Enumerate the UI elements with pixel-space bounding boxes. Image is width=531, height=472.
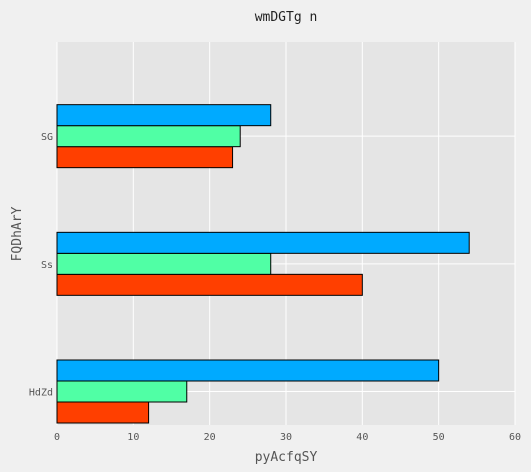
x-tick-label: 10	[127, 432, 139, 443]
bar-SG-series-3	[56, 104, 272, 127]
y-tick-label: Ss	[41, 260, 53, 271]
x-tick-label: 50	[433, 432, 445, 443]
bar-Ss-series-2	[56, 252, 272, 275]
bar-HdZd-series-2	[56, 380, 188, 403]
chart-title: wmDGTg n	[255, 10, 318, 25]
bar-Ss-series-1	[56, 273, 363, 296]
x-tick-label: 40	[356, 432, 368, 443]
x-tick-label: 20	[204, 432, 216, 443]
y-tick-label: SG	[41, 132, 53, 143]
x-tick-label: 60	[509, 432, 521, 443]
bar-HdZd-series-1	[56, 401, 150, 424]
bar-SG-series-2	[56, 125, 241, 148]
x-tick-layer: 0 10 20 30 40 50 60	[54, 432, 521, 443]
y-axis-label: FQDhArY	[10, 206, 25, 261]
bar-Ss-series-3	[56, 231, 470, 254]
x-tick-label: 30	[280, 432, 292, 443]
y-tick-label: HdZd	[29, 388, 53, 399]
bar-SG-series-1	[56, 146, 234, 169]
bar-layer	[56, 104, 470, 424]
bar-HdZd-series-3	[56, 359, 440, 382]
x-axis-label: pyAcfqSY	[255, 450, 318, 465]
y-tick-layer: HdZd Ss SG	[29, 132, 53, 398]
x-tick-label: 0	[54, 432, 60, 443]
